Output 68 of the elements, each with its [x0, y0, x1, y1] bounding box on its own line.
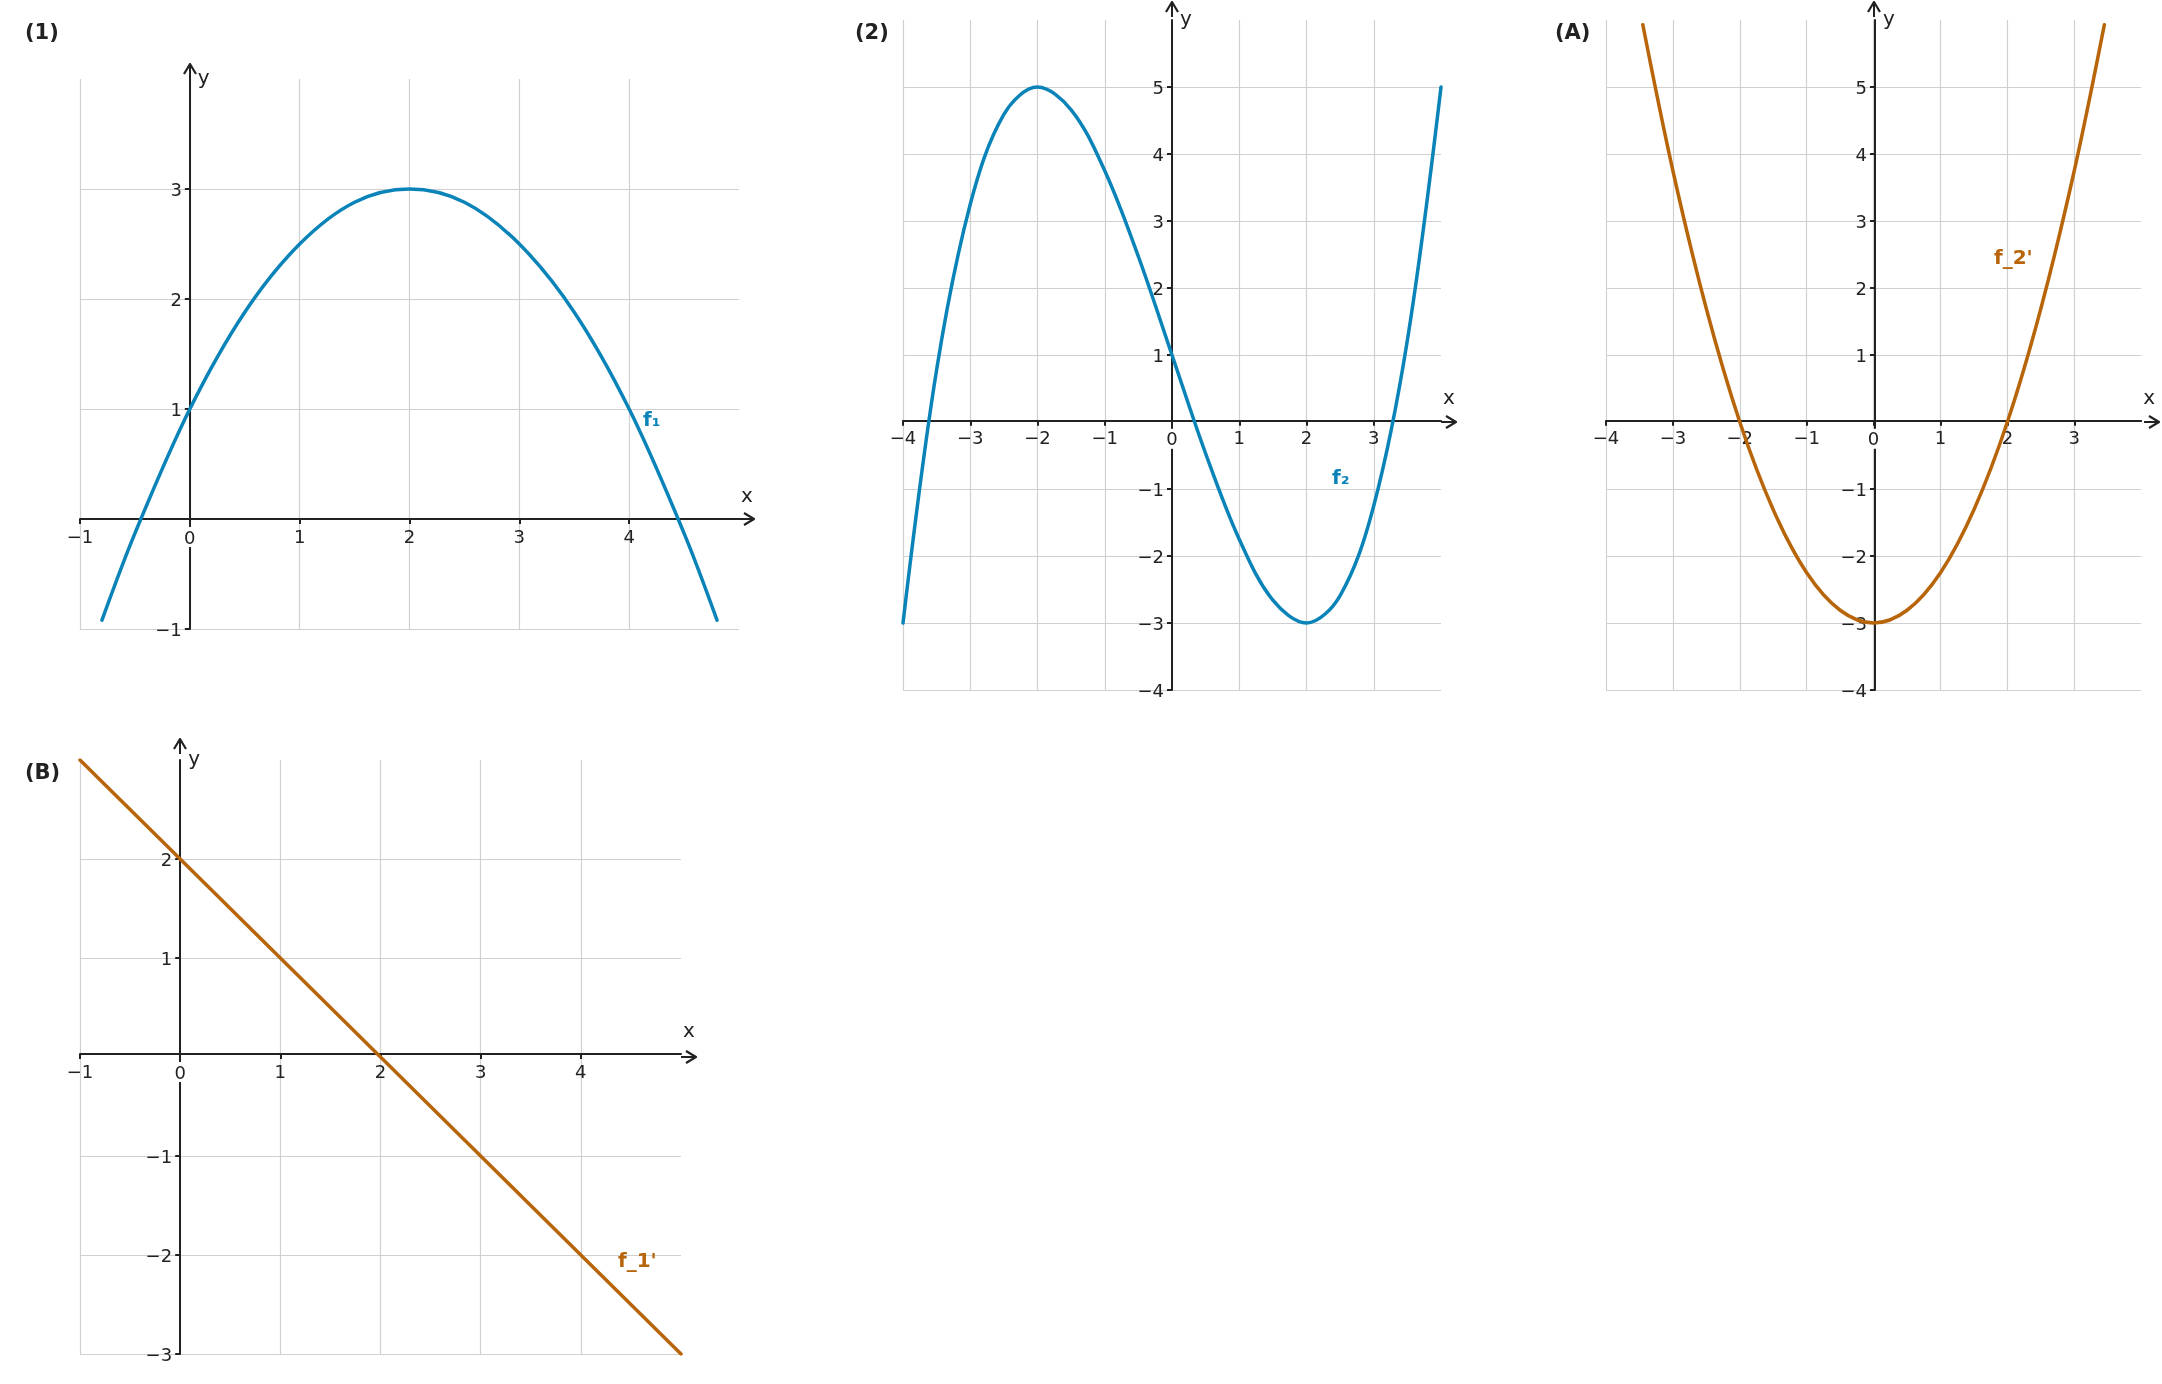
x-tick-label: 4 — [623, 525, 635, 547]
chart-title: (B) — [25, 759, 61, 784]
y-tick-label: −1 — [1840, 478, 1867, 500]
x-tick-label: 0 — [174, 1061, 186, 1083]
y-tick-label: −1 — [1137, 478, 1164, 500]
y-tick-label: 3 — [1855, 210, 1867, 232]
y-tick-label: 2 — [170, 288, 182, 310]
series-label: f₁ — [643, 407, 661, 431]
y-tick-label: −3 — [1137, 612, 1164, 634]
y-tick-label: 5 — [1855, 76, 1867, 98]
x-tick-label: 0 — [1166, 428, 1178, 450]
x-tick-label: 1 — [1934, 427, 1947, 449]
y-tick-label: 3 — [1152, 210, 1164, 232]
x-tick-label: 0 — [184, 526, 196, 548]
x-tick-label: −1 — [66, 1060, 94, 1082]
y-tick-label: −2 — [145, 1244, 173, 1266]
x-tick-label: −1 — [66, 525, 94, 547]
x-tick-label: 2 — [374, 1060, 387, 1082]
x-axis-title: x — [1443, 384, 1455, 409]
y-axis-title: y — [188, 746, 201, 770]
y-tick-label: −3 — [145, 1343, 173, 1365]
x-tick-label: −3 — [956, 427, 984, 449]
x-tick-label: −4 — [1592, 427, 1620, 449]
y-tick-label: −1 — [155, 618, 182, 640]
chart-title: (1) — [25, 19, 59, 44]
y-tick-label: 4 — [1855, 143, 1867, 165]
series-label: f₂ — [1332, 465, 1350, 489]
y-tick-label: 2 — [160, 848, 173, 870]
x-tick-label: 2 — [1300, 427, 1313, 449]
x-tick-label: 3 — [2068, 427, 2080, 449]
x-tick-label: 3 — [474, 1060, 487, 1082]
x-axis-title: x — [741, 483, 753, 507]
y-tick-label: 4 — [1152, 143, 1164, 165]
y-tick-label: 2 — [1152, 277, 1164, 299]
y-tick-label: −4 — [1137, 679, 1164, 701]
y-tick-label: 5 — [1152, 76, 1164, 98]
x-tick-label: −1 — [1793, 427, 1820, 449]
y-axis-title: y — [1180, 6, 1192, 30]
y-tick-label: −4 — [1840, 679, 1867, 701]
x-tick-label: −3 — [1659, 427, 1687, 449]
x-tick-label: 1 — [274, 1060, 287, 1082]
y-tick-label: −1 — [145, 1145, 173, 1167]
x-tick-label: 3 — [1368, 427, 1380, 449]
x-tick-label: 2 — [403, 525, 416, 547]
x-axis-title: x — [2143, 384, 2156, 409]
x-tick-label: 0 — [1867, 428, 1880, 450]
x-tick-label: −1 — [1091, 427, 1119, 449]
y-tick-label: −2 — [1137, 545, 1164, 567]
series-label: f_2' — [1994, 245, 2033, 269]
x-tick-label: −4 — [889, 427, 917, 449]
y-tick-label: 1 — [170, 398, 182, 420]
y-axis-title: y — [197, 65, 210, 89]
y-tick-label: 3 — [170, 178, 182, 200]
y-tick-label: 2 — [1855, 277, 1867, 299]
x-tick-label: 1 — [293, 525, 306, 547]
y-tick-label: −2 — [1840, 545, 1867, 567]
x-tick-label: 4 — [575, 1060, 587, 1082]
chart-title: (A) — [1555, 19, 1591, 44]
x-axis-title: x — [683, 1018, 695, 1042]
x-tick-label: 3 — [513, 525, 526, 547]
x-tick-label: 1 — [1233, 427, 1245, 449]
y-tick-label: 1 — [1855, 344, 1867, 366]
y-axis-title: y — [1883, 6, 1895, 30]
x-tick-label: −2 — [1024, 427, 1051, 449]
y-tick-label: 1 — [1152, 344, 1164, 366]
chart-title: (2) — [855, 19, 889, 44]
series-label: f_1' — [618, 1248, 657, 1272]
y-tick-label: 1 — [160, 947, 173, 969]
